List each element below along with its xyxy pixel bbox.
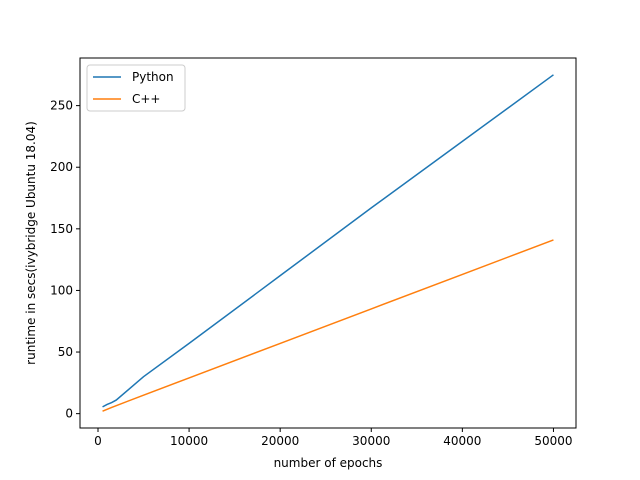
x-tick-label: 30000 <box>352 434 390 448</box>
x-tick-label: 20000 <box>261 434 299 448</box>
x-tick-label: 50000 <box>534 434 572 448</box>
y-tick-label: 0 <box>65 407 73 421</box>
y-tick-label: 100 <box>50 283 73 297</box>
x-tick-label: 40000 <box>443 434 481 448</box>
y-tick-label: 150 <box>50 222 73 236</box>
y-tick-label: 250 <box>50 99 73 113</box>
y-tick-label: 200 <box>50 160 73 174</box>
x-tick-label: 0 <box>94 434 102 448</box>
plot-frame <box>79 57 577 429</box>
data-line <box>102 239 554 412</box>
legend-label: Python <box>132 70 174 84</box>
legend-label: C++ <box>132 92 161 106</box>
y-axis-label: runtime in secs(ivybridge Ubuntu 18.04) <box>24 121 38 365</box>
x-axis-label: number of epochs <box>274 456 383 470</box>
y-tick-label: 50 <box>58 345 73 359</box>
data-line <box>102 74 554 408</box>
x-tick-label: 10000 <box>170 434 208 448</box>
